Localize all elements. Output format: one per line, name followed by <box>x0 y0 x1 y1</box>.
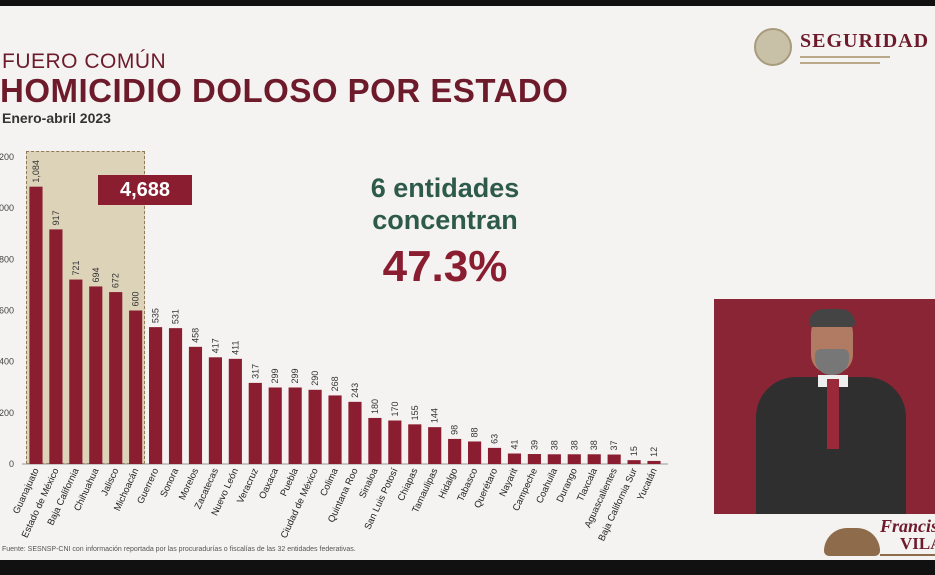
bar <box>308 389 322 464</box>
bar-value-label: 417 <box>210 338 220 353</box>
bar <box>29 186 43 464</box>
sign-language-interpreter-video <box>714 299 935 514</box>
bar-value-label: 243 <box>350 383 360 398</box>
logo-text: SEGURIDAD <box>800 30 930 52</box>
bar-value-label: 98 <box>450 425 460 435</box>
supertitle: FUERO COMÚN <box>2 50 167 73</box>
bar-value-label: 290 <box>310 371 320 386</box>
bar <box>188 346 203 464</box>
bar <box>129 310 143 464</box>
logo-subline-icon <box>800 56 890 58</box>
villa-logo-rule <box>880 554 935 556</box>
top-letterbox <box>0 0 935 6</box>
bar-value-label: 694 <box>91 267 101 282</box>
bar <box>567 454 581 464</box>
source-note: Fuente: SESNSP-CNI con información repor… <box>2 546 356 553</box>
bar-value-label: 672 <box>111 273 121 288</box>
bar-value-label: 535 <box>151 308 161 323</box>
concentrate-text: 6 entidades concentran <box>370 173 520 235</box>
y-tick-label: 800 <box>0 254 14 264</box>
villa-logo-line2: VILA <box>900 534 935 553</box>
y-tick-label: 600 <box>0 306 14 316</box>
bar-value-label: 299 <box>290 368 300 383</box>
bar <box>69 279 83 464</box>
bottom-letterbox <box>0 560 935 575</box>
bar-value-label: 458 <box>190 328 200 343</box>
bar <box>208 357 222 464</box>
bar <box>328 395 342 464</box>
bar-value-label: 39 <box>529 440 539 450</box>
bar-value-label: 144 <box>430 408 440 423</box>
y-tick-label: 400 <box>0 357 14 367</box>
bar-value-label: 299 <box>270 368 280 383</box>
bar <box>49 229 63 464</box>
bar <box>288 387 302 464</box>
bar <box>109 292 123 464</box>
bar-value-label: 41 <box>509 439 519 449</box>
interpreter-tie <box>827 379 839 449</box>
bar <box>248 382 262 464</box>
bar-value-label: 721 <box>71 261 81 276</box>
y-tick-label: 1200 <box>0 152 14 162</box>
bar <box>587 454 601 464</box>
interpreter-hair <box>809 309 855 327</box>
concentrate-percent: 47.3% <box>382 242 508 291</box>
national-seal-icon <box>754 28 792 66</box>
y-tick-label: 200 <box>0 408 14 418</box>
bar <box>448 438 462 464</box>
interpreter-beard <box>815 349 849 375</box>
bar <box>547 454 561 464</box>
bar <box>149 327 163 464</box>
bar-value-label: 268 <box>330 376 340 391</box>
bar-value-label: 38 <box>589 440 599 450</box>
bar <box>647 460 661 464</box>
bar-value-label: 63 <box>490 434 500 444</box>
bar <box>89 286 103 464</box>
sombrero-icon <box>824 528 880 556</box>
bar-value-label: 1,084 <box>31 160 41 183</box>
bar <box>527 454 541 464</box>
highlight-total: 4,688 <box>98 175 192 205</box>
francisco-villa-logo: Francis VILA <box>820 514 935 560</box>
bar <box>348 401 362 464</box>
bar <box>487 447 502 464</box>
bar-value-label: 411 <box>230 340 240 354</box>
bar-chart: 0200400600800100012001,084Guanajuato917E… <box>0 152 668 543</box>
page-title: HOMICIDIO DOLOSO POR ESTADO <box>0 72 569 109</box>
bar-value-label: 180 <box>370 399 380 414</box>
bar-value-label: 88 <box>470 427 480 437</box>
bar <box>627 460 641 464</box>
bar-value-label: 12 <box>649 447 659 457</box>
logo-subline-icon <box>800 62 880 64</box>
bar-value-label: 600 <box>131 291 141 306</box>
y-tick-label: 1000 <box>0 203 14 213</box>
seguridad-logo: SEGURIDAD <box>754 28 935 70</box>
villa-logo-line1: Francis <box>880 516 935 536</box>
bar-value-label: 15 <box>629 446 639 456</box>
bar <box>428 427 442 464</box>
bar-value-label: 155 <box>410 405 420 420</box>
bar-value-label: 317 <box>250 364 260 379</box>
bar <box>368 417 382 464</box>
bar-value-label: 38 <box>569 440 579 450</box>
bar <box>268 387 282 464</box>
bar-value-label: 37 <box>609 441 619 451</box>
bar <box>507 453 522 464</box>
bar <box>468 441 482 464</box>
bar <box>168 328 183 464</box>
bar-value-label: 917 <box>51 210 61 225</box>
bar <box>408 424 422 464</box>
period-label: Enero-abril 2023 <box>2 110 111 126</box>
bar <box>607 454 621 464</box>
bar <box>228 358 242 464</box>
bar-value-label: 531 <box>171 309 181 324</box>
bar-value-label: 38 <box>549 440 559 450</box>
bar <box>388 420 402 464</box>
bar-value-label: 170 <box>390 401 400 416</box>
y-tick-label: 0 <box>9 459 14 469</box>
